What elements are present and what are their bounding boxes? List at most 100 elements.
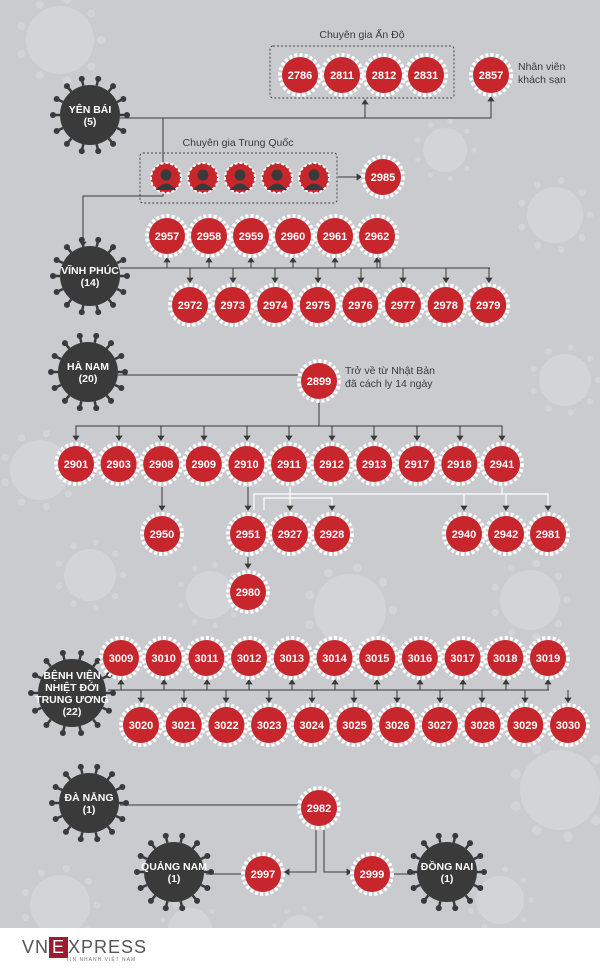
case-circle (354, 856, 390, 892)
case-circle (58, 446, 94, 482)
case-node-3011[interactable]: 3011 (184, 636, 229, 680)
case-node-2857[interactable]: 2857 (469, 53, 513, 97)
case-node-3021[interactable]: 3021 (161, 703, 206, 747)
virus-spike-tip (62, 828, 69, 835)
province-dnai[interactable]: ĐỒNG NAI (1) (407, 832, 487, 912)
case-node-3016[interactable]: 3016 (397, 636, 442, 680)
case-node-2917[interactable]: 2917 (394, 442, 439, 486)
case-node-3009[interactable]: 3009 (99, 636, 143, 680)
case-node-2959[interactable]: 2959 (229, 214, 273, 258)
province-bv[interactable]: BỆNH VIỆN NHIỆT ĐỚI TRUNG ƯƠNG (22) (28, 650, 116, 736)
case-label: 2901 (64, 459, 88, 471)
case-node-2960[interactable]: 2960 (271, 214, 315, 258)
case-node-3018[interactable]: 3018 (483, 636, 528, 680)
case-node-2913[interactable]: 2913 (352, 442, 397, 486)
case-node-2997[interactable]: 2997 (241, 852, 285, 896)
case-node-2903[interactable]: 2903 (96, 442, 141, 486)
case-node-3026[interactable]: 3026 (375, 703, 420, 747)
arrow-head (370, 435, 378, 441)
case-node-3015[interactable]: 3015 (355, 636, 400, 680)
case-node-2812[interactable]: 2812 (362, 53, 406, 97)
arrow-head (502, 679, 510, 685)
case-node-2940[interactable]: 2940 (442, 512, 486, 556)
case-node-3019[interactable]: 3019 (526, 636, 570, 680)
case-node-3017[interactable]: 3017 (440, 636, 485, 680)
case-node-2941[interactable]: 2941 (480, 442, 524, 486)
case-node-2973[interactable]: 2973 (210, 283, 255, 327)
case-node-2950[interactable]: 2950 (140, 512, 184, 556)
case-node-2951[interactable]: 2951 (226, 512, 270, 556)
province-dn[interactable]: ĐÀ NẴNG (1) (49, 763, 129, 843)
case-node-3024[interactable]: 3024 (289, 703, 334, 747)
case-node-2977[interactable]: 2977 (381, 283, 425, 327)
virus-spike-tip (52, 816, 59, 823)
case-node-2999[interactable]: 2999 (350, 852, 394, 896)
case-node-2928[interactable]: 2928 (310, 512, 354, 556)
case-node-2910[interactable]: 2910 (224, 442, 269, 486)
case-node-2972[interactable]: 2972 (168, 283, 212, 327)
case-node-2911[interactable]: 2911 (267, 442, 311, 486)
case-node-2958[interactable]: 2958 (187, 214, 231, 258)
case-label: 2928 (320, 529, 344, 541)
province-hn[interactable]: HÀ NAM (20) (48, 332, 128, 412)
province-yb[interactable]: YÊN BÁI (5) (50, 75, 130, 155)
case-node-3027[interactable]: 3027 (417, 703, 462, 747)
case-node-2901[interactable]: 2901 (54, 442, 98, 486)
virus-spike-tip (162, 905, 169, 912)
case-node-2978[interactable]: 2978 (423, 283, 468, 327)
case-label: 2957 (155, 231, 179, 243)
case-node-2961[interactable]: 2961 (313, 214, 357, 258)
case-node-2974[interactable]: 2974 (253, 283, 298, 327)
case-node-2962[interactable]: 2962 (355, 214, 399, 258)
case-node-2899[interactable]: 2899 (297, 359, 341, 403)
case-node-3030[interactable]: 3030 (546, 703, 590, 747)
province-label: BỆNH VIỆN NHIỆT ĐỚI TRUNG ƯƠNG (22) (35, 669, 109, 718)
case-node-2927[interactable]: 2927 (268, 512, 312, 556)
virus-spike-tip (435, 832, 442, 839)
virus-spike-tip (78, 236, 85, 243)
case-circle (275, 218, 311, 254)
case-node-2908[interactable]: 2908 (139, 442, 184, 486)
case-node-2976[interactable]: 2976 (338, 283, 383, 327)
case-circle (185, 446, 222, 482)
vnexpress-logo[interactable]: VN E XPRESS TIN NHANH VIỆT NAM (22, 937, 162, 963)
arrow-head (289, 257, 297, 263)
virus-spike-tip (49, 800, 55, 806)
case-ring (350, 852, 394, 896)
case-node-2980[interactable]: 2980 (226, 570, 270, 614)
case-node-3029[interactable]: 3029 (503, 703, 548, 747)
case-node-2982[interactable]: 2982 (297, 786, 341, 830)
case-node-3014[interactable]: 3014 (312, 636, 357, 680)
province-vp[interactable]: VĨNH PHÚC (14) (50, 236, 130, 316)
case-node-3023[interactable]: 3023 (247, 703, 292, 747)
case-node-3012[interactable]: 3012 (227, 636, 272, 680)
case-node-3010[interactable]: 3010 (141, 636, 186, 680)
case-node-2912[interactable]: 2912 (309, 442, 354, 486)
case-node-2942[interactable]: 2942 (484, 512, 528, 556)
case-node-2918[interactable]: 2918 (437, 442, 482, 486)
case-node-2786[interactable]: 2786 (278, 53, 322, 97)
case-node-3013[interactable]: 3013 (269, 636, 314, 680)
virus-spike-tip (452, 905, 459, 912)
case-node-2979[interactable]: 2979 (466, 283, 511, 327)
case-node-3020[interactable]: 3020 (119, 703, 163, 747)
case-node-2957[interactable]: 2957 (145, 214, 189, 258)
case-circle (123, 707, 159, 743)
virus-spike-tip (48, 369, 54, 375)
arrow-head (286, 505, 294, 511)
virus-spike-tip (118, 352, 125, 359)
case-node-3025[interactable]: 3025 (332, 703, 377, 747)
arrow-head (244, 563, 252, 569)
case-node-2975[interactable]: 2975 (295, 283, 340, 327)
case-node-3022[interactable]: 3022 (204, 703, 249, 747)
case-node-2981[interactable]: 2981 (526, 512, 570, 556)
virus-spike-tip (78, 309, 85, 316)
case-node-2811[interactable]: 2811 (320, 53, 364, 97)
case-node-2831[interactable]: 2831 (404, 53, 448, 97)
case-node-3028[interactable]: 3028 (460, 703, 505, 747)
case-ring (310, 512, 354, 556)
province-qn[interactable]: QUẢNG NAM (1) (134, 832, 214, 912)
case-node-2909[interactable]: 2909 (181, 442, 226, 486)
arrow-head (244, 505, 252, 511)
case-node-2985[interactable]: 2985 (361, 155, 405, 199)
